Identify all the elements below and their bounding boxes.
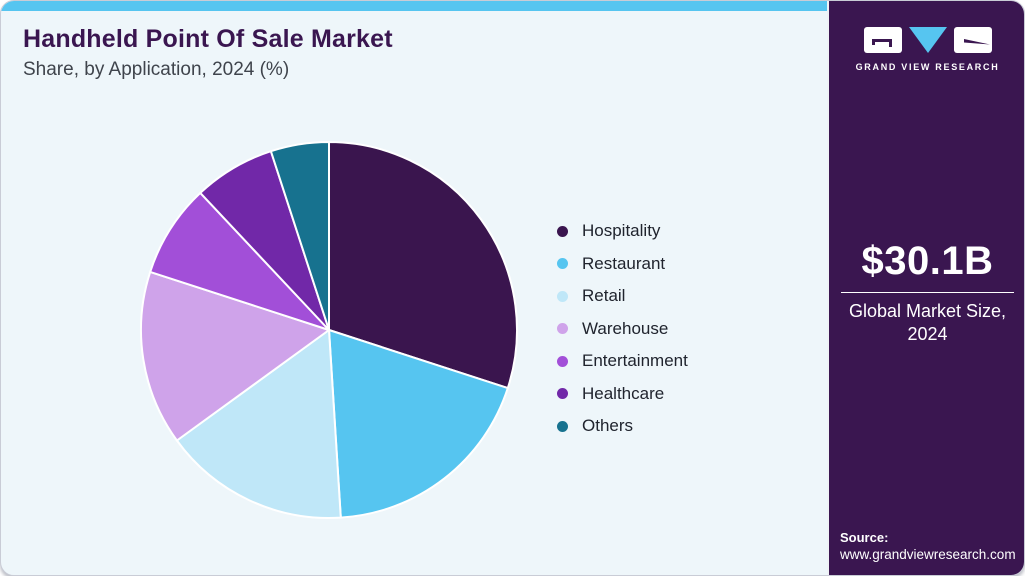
- legend-item-warehouse[interactable]: Warehouse: [557, 313, 688, 346]
- legend-item-retail[interactable]: Retail: [557, 280, 688, 313]
- gvr-logo-icon: [863, 27, 992, 53]
- logo-wordmark: GRAND VIEW RESEARCH: [855, 62, 1000, 72]
- pie-slice-hospitality[interactable]: [328, 141, 518, 390]
- legend-label: Others: [582, 416, 634, 436]
- legend-item-entertainment[interactable]: Entertainment: [557, 345, 688, 378]
- legend-item-others[interactable]: Others: [557, 410, 688, 443]
- pie-slice-restaurant[interactable]: [328, 329, 509, 519]
- pie-slice-retail[interactable]: [175, 329, 342, 519]
- source-note: Source: www.grandviewresearch.com: [840, 530, 1016, 562]
- legend-label: Entertainment: [582, 351, 688, 371]
- market-size-value: $30.1B: [861, 239, 994, 283]
- top-accent-bar: [1, 1, 827, 11]
- market-size-label: Global Market Size, 2024: [839, 300, 1016, 345]
- pie-slice-warehouse[interactable]: [140, 270, 330, 442]
- pie-chart: [139, 140, 519, 520]
- market-size-label-line1: Global Market Size,: [848, 301, 1007, 321]
- page-subtitle: Share, by Application, 2024 (%): [23, 59, 290, 80]
- legend-dot-icon: [557, 420, 568, 432]
- pie-slice-others[interactable]: [269, 141, 330, 331]
- legend-dot-icon: [557, 355, 568, 367]
- divider: [841, 292, 1014, 293]
- legend-item-restaurant[interactable]: Restaurant: [557, 248, 688, 281]
- legend-dot-icon: [557, 290, 568, 302]
- legend-label: Warehouse: [582, 318, 669, 338]
- legend-label: Retail: [582, 286, 626, 306]
- market-size-label-line2: 2024: [907, 323, 948, 344]
- market-size-callout: $30.1B Global Market Size, 2024: [839, 239, 1016, 345]
- source-url-link[interactable]: www.grandviewresearch.com: [840, 547, 1016, 562]
- gvr-logo: GRAND VIEW RESEARCH: [829, 27, 1024, 72]
- legend-dot-icon: [557, 258, 568, 270]
- legend-label: Hospitality: [582, 221, 661, 241]
- source-label: Source:: [840, 530, 889, 545]
- pie-chart-svg: [140, 141, 518, 519]
- brand-sidebar: GRAND VIEW RESEARCH $30.1B Global Market…: [827, 1, 1024, 575]
- legend-dot-icon: [557, 323, 568, 335]
- legend-dot-icon: [557, 388, 568, 400]
- legend-item-healthcare[interactable]: Healthcare: [557, 378, 688, 411]
- chart-legend: Hospitality Restaurant Retail Warehouse …: [557, 215, 688, 443]
- page-title: Handheld Point Of Sale Market: [23, 25, 393, 53]
- legend-dot-icon: [557, 225, 568, 237]
- legend-item-hospitality[interactable]: Hospitality: [557, 215, 688, 248]
- legend-label: Healthcare: [582, 383, 665, 403]
- pie-slice-entertainment[interactable]: [149, 191, 330, 331]
- legend-label: Restaurant: [582, 253, 666, 273]
